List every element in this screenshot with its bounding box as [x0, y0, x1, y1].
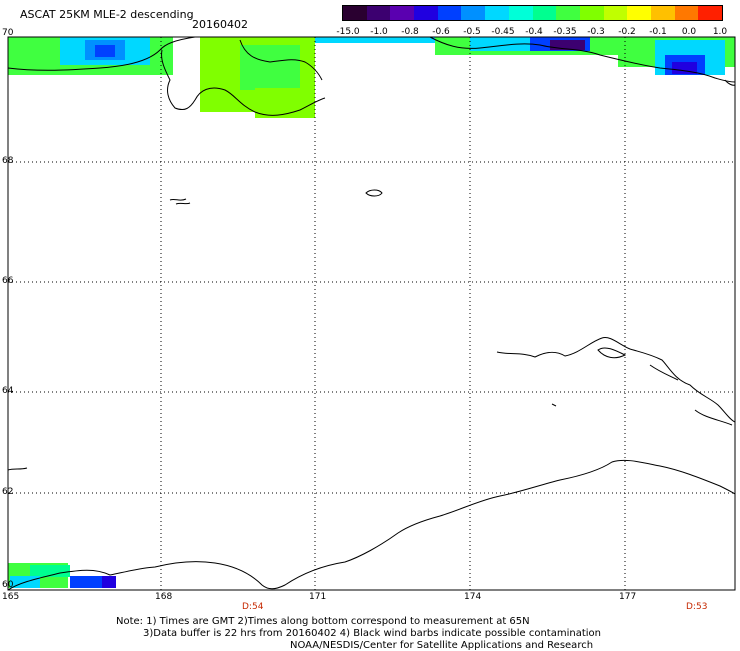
lat-label-60: 60 — [2, 580, 14, 590]
map-frame — [7, 36, 736, 591]
color-scale-label: -0.8 — [401, 27, 419, 37]
color-scale-label: -0.6 — [432, 27, 450, 37]
wind-data-swath — [8, 37, 735, 588]
map-title: ASCAT 25KM MLE-2 descending — [20, 8, 194, 21]
lat-label-68: 68 — [2, 156, 14, 166]
lon-label-168: 168 — [155, 592, 173, 602]
color-scale-label: -0.3 — [587, 27, 605, 37]
color-swatch-4 — [437, 6, 462, 20]
color-swatch-12 — [627, 6, 651, 20]
color-swatch-8 — [532, 6, 557, 20]
lat-label-70: 70 — [2, 28, 14, 38]
note-line-2: 3)Data buffer is 22 hrs from 20160402 4)… — [143, 628, 601, 639]
orbit-label-left: D:54 — [242, 602, 264, 612]
note-line-1: Note: 1) Times are GMT 2)Times along bot… — [116, 616, 530, 627]
map-date: 20160402 — [192, 18, 248, 31]
color-swatch-14 — [674, 6, 699, 20]
color-scale-label: -0.35 — [553, 27, 577, 37]
color-swatch-6 — [485, 6, 509, 20]
orbit-label-right: D:53 — [686, 602, 708, 612]
color-scale-label: -0.5 — [463, 27, 481, 37]
color-swatch-5 — [461, 6, 486, 20]
color-swatch-7 — [508, 6, 533, 20]
color-scale-label: -15.0 — [336, 27, 360, 37]
color-swatch-13 — [650, 6, 675, 20]
lon-label-171: 171 — [309, 592, 327, 602]
color-swatch-10 — [579, 6, 604, 20]
color-swatch-0 — [343, 6, 367, 20]
color-scale-bar — [342, 5, 723, 21]
color-swatch-2 — [390, 6, 415, 20]
color-swatch-1 — [366, 6, 391, 20]
color-scale-label: -0.1 — [649, 27, 667, 37]
color-scale-label: -1.0 — [370, 27, 388, 37]
color-scale-label: 0.0 — [681, 27, 697, 37]
color-swatch-15 — [698, 6, 722, 20]
note-line-3: NOAA/NESDIS/Center for Satellite Applica… — [290, 640, 594, 651]
coastline — [7, 36, 736, 591]
lat-label-62: 62 — [2, 487, 14, 497]
color-swatch-11 — [603, 6, 628, 20]
lon-label-165: 165 — [2, 592, 20, 602]
lat-label-66: 66 — [2, 276, 14, 286]
color-scale-label: -0.45 — [491, 27, 515, 37]
color-swatch-3 — [414, 6, 438, 20]
color-scale-label: 1.0 — [712, 27, 728, 37]
color-swatch-9 — [556, 6, 580, 20]
lon-label-177: 177 — [619, 592, 637, 602]
lat-label-64: 64 — [2, 386, 14, 396]
color-scale-label: -0.2 — [618, 27, 636, 37]
lon-label-174: 174 — [464, 592, 482, 602]
color-scale-label: -0.4 — [525, 27, 543, 37]
graticule — [8, 36, 735, 590]
